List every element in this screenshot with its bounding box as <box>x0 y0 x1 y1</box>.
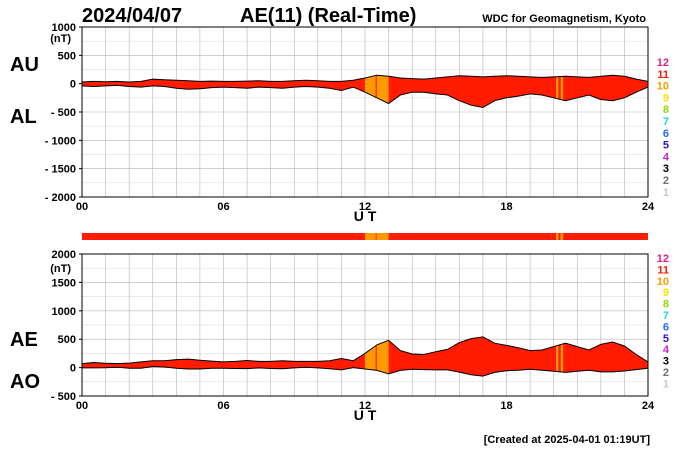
legend-entry: 7 <box>663 310 669 322</box>
legend-entry: 6 <box>663 321 669 333</box>
series-line-ae <box>81 336 649 365</box>
y-tick-label: 0 <box>70 363 76 375</box>
station-bar-segment <box>82 233 365 240</box>
station-bar-segment <box>556 233 559 240</box>
reduced-station-band <box>376 336 389 377</box>
legend-entry: 12 <box>657 253 669 265</box>
ae-ao-y-ticks: 2000 1500 1000 500 0 - 500 <box>51 249 82 403</box>
legend-entry: 8 <box>663 299 669 311</box>
au-al-areas <box>81 74 649 109</box>
legend-entry: 9 <box>663 92 669 104</box>
legend-entry: 4 <box>663 344 670 356</box>
created-timestamp: [Created at 2025-04-01 01:19UT] <box>484 434 651 446</box>
au-al-grid <box>82 26 648 198</box>
legend-entry: 5 <box>663 333 669 345</box>
y-tick-label: 1000 <box>52 22 76 34</box>
legend-entry: 10 <box>657 276 669 288</box>
x-tick-label: 06 <box>217 400 229 412</box>
au-label: AU <box>10 54 39 76</box>
x-tick-label: 06 <box>217 201 229 213</box>
ae-ao-frame <box>81 253 649 397</box>
reduced-station-highlights <box>365 75 564 108</box>
station-bar-segment <box>375 233 377 240</box>
y-tick-label: - 1500 <box>45 164 76 176</box>
x-tick-label: 12 <box>359 400 371 412</box>
y-tick-label: 1500 <box>52 277 76 289</box>
y-tick-label: 2000 <box>52 249 76 261</box>
y-tick-label: 500 <box>58 334 76 346</box>
reduced-station-band <box>556 336 559 377</box>
x-tick-label: 12 <box>359 201 371 213</box>
y-tick-label: - 500 <box>51 391 76 403</box>
legend-entry: 10 <box>657 81 669 93</box>
legend-entry: 8 <box>663 104 669 116</box>
ae-label: AE <box>10 329 38 351</box>
y-tick-label: 500 <box>58 50 76 62</box>
x-tick-label: 18 <box>500 201 512 213</box>
y-tick-label: - 1000 <box>45 135 76 147</box>
legend-entry: 4 <box>663 151 670 163</box>
reduced-station-band <box>376 75 389 108</box>
legend-entry: 11 <box>657 264 669 276</box>
au-al-panel: 1000 500 0 - 500 - 1000 - 1500 - 2000 00 06 12 18… <box>10 22 655 224</box>
y-tick-label: - 2000 <box>45 192 76 204</box>
reduced-station-band <box>560 336 564 377</box>
legend-entry: 9 <box>663 287 669 299</box>
ae-ao-panel: 2000 1500 1000 500 0 - 500 00 06 12 18 24 (nT) AE… <box>10 249 655 423</box>
station-count-bar <box>82 233 648 240</box>
legend-entry: 3 <box>663 356 669 368</box>
y-tick-label: - 500 <box>51 107 76 119</box>
legend-entry: 6 <box>663 128 669 140</box>
station-bar-segment <box>558 233 561 240</box>
reduced-station-band <box>365 336 376 377</box>
organization-label: WDC for Geomagnetism, Kyoto <box>482 13 646 25</box>
date-title: 2024/04/07 <box>82 5 182 27</box>
reduced-station-band <box>365 75 376 108</box>
x-tick-label: 18 <box>500 400 512 412</box>
station-bar-segment <box>388 233 557 240</box>
reduced-station-highlights <box>365 336 564 377</box>
station-bar-segment <box>376 233 389 240</box>
ao-label: AO <box>10 371 40 393</box>
reduced-station-band <box>560 75 564 108</box>
series-line-au <box>81 74 649 83</box>
legend-entry: 1 <box>663 187 669 199</box>
legend-entry: 2 <box>663 367 669 379</box>
x-tick-label: 00 <box>76 201 88 213</box>
reduced-station-band <box>556 75 559 108</box>
ae-ao-x-ticks: 00 06 12 18 24 <box>76 400 655 412</box>
au-al-x-ticks: 00 06 12 18 24 <box>76 201 655 213</box>
au-al-y-ticks: 1000 500 0 - 500 - 1000 - 1500 - 2000 <box>45 22 82 204</box>
station-bar-segment <box>563 233 648 240</box>
legend-entry: 11 <box>657 69 669 81</box>
ae-ao-grid <box>82 253 648 397</box>
series-line-ao <box>82 365 649 377</box>
al-label: AL <box>10 106 37 128</box>
au-al-unit-label: (nT) <box>50 33 71 45</box>
station-bar-segment <box>560 233 564 240</box>
x-tick-label: 00 <box>76 400 88 412</box>
legend-entry: 5 <box>663 140 669 152</box>
y-tick-label: 1000 <box>52 306 76 318</box>
main-title: AE(11) (Real-Time) <box>240 5 416 27</box>
au-al-ut-label: U T <box>354 208 377 224</box>
y-tick-label: 0 <box>70 79 76 91</box>
ae-ao-ut-label: U T <box>354 407 377 423</box>
legend-entry: 3 <box>663 163 669 175</box>
legend-entry: 2 <box>663 175 669 187</box>
series-line-al <box>81 84 649 109</box>
x-tick-label: 24 <box>642 400 655 412</box>
x-tick-label: 24 <box>642 201 655 213</box>
ae-ao-unit-label: (nT) <box>50 263 71 275</box>
station-bar-segment <box>365 233 376 240</box>
ae-ao-areas <box>81 336 649 377</box>
legend-entry: 7 <box>663 116 669 128</box>
legend-entry: 12 <box>657 57 669 69</box>
legend-entry: 1 <box>663 378 669 390</box>
